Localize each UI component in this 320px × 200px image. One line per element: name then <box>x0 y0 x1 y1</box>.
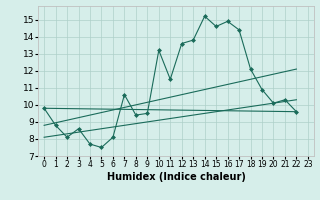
X-axis label: Humidex (Indice chaleur): Humidex (Indice chaleur) <box>107 172 245 182</box>
